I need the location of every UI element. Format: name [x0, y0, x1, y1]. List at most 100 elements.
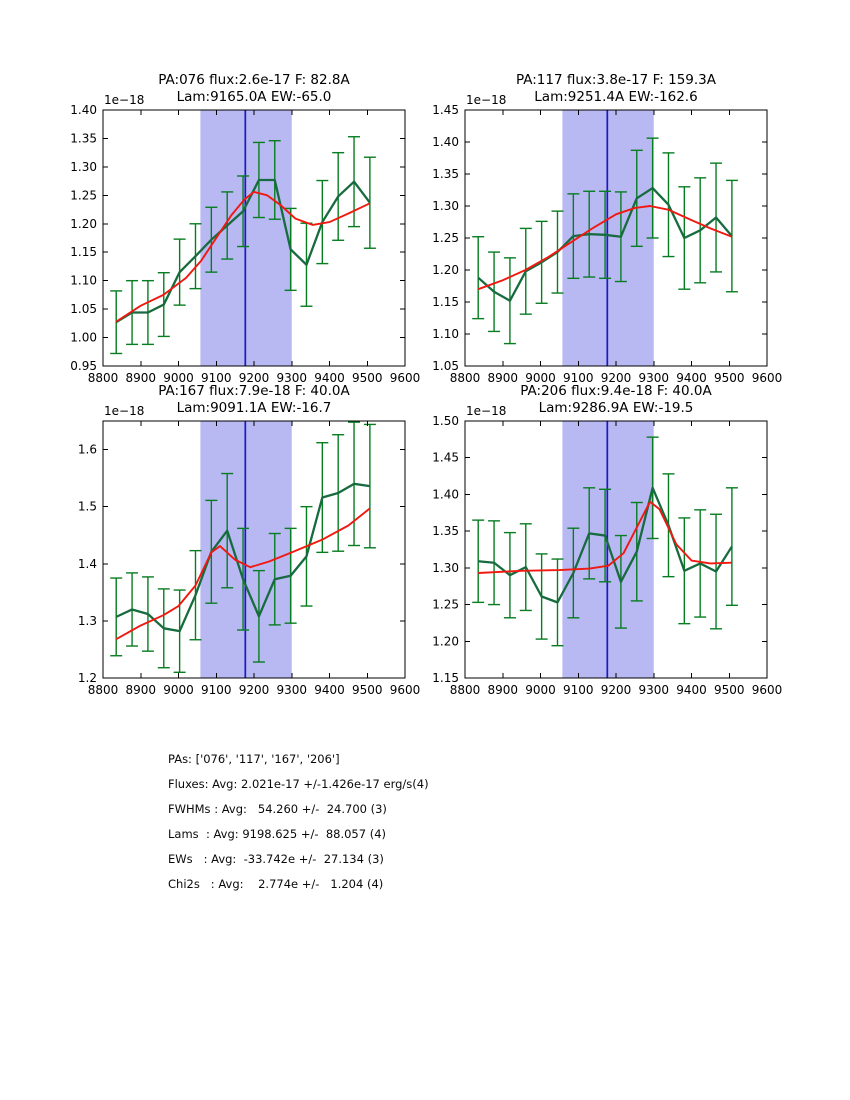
svg-text:9600: 9600 — [390, 683, 421, 697]
spectrum-line — [477, 186, 733, 302]
svg-text:1.3: 1.3 — [78, 614, 97, 628]
svg-text:1.30: 1.30 — [432, 199, 459, 213]
y-tick-labels: 1.2 1.3 1.4 1.5 1.6 — [78, 443, 97, 685]
svg-text:1.20: 1.20 — [432, 634, 459, 648]
subplot-3-axis-offset-label: 1e−18 — [104, 404, 145, 418]
svg-text:1.15: 1.15 — [432, 295, 459, 309]
svg-text:1.25: 1.25 — [432, 231, 459, 245]
svg-text:8900: 8900 — [487, 683, 518, 697]
svg-text:9200: 9200 — [601, 683, 632, 697]
svg-text:8800: 8800 — [450, 371, 481, 385]
svg-text:8800: 8800 — [450, 683, 481, 697]
svg-text:1.2: 1.2 — [78, 671, 97, 685]
subplot-1-title-line2: Lam:9165.0A EW:-65.0 — [176, 89, 332, 105]
subplot-1-canvas: 8800 8900 9000 9100 9200 9300 9400 9500 9600 0.95… — [70, 104, 421, 385]
svg-text:9500: 9500 — [352, 371, 383, 385]
svg-text:1.15: 1.15 — [70, 245, 97, 259]
stat-line-pas: PAs: ['076', '117', '167', '206'] — [168, 752, 340, 766]
stat-line-ews: EWs : Avg: -33.742e +/- 27.134 (3) — [168, 852, 384, 866]
svg-text:9300: 9300 — [638, 371, 669, 385]
svg-text:9000: 9000 — [163, 683, 194, 697]
svg-text:1.40: 1.40 — [432, 487, 459, 501]
svg-text:1.30: 1.30 — [432, 561, 459, 575]
stat-line-chi2s: Chi2s : Avg: 2.774e +/- 1.204 (4) — [168, 877, 384, 891]
svg-text:1.35: 1.35 — [432, 524, 459, 538]
svg-text:9500: 9500 — [352, 683, 383, 697]
subplot-2-canvas: 8800 8900 9000 9100 9200 9300 9400 9500 9600 1.05… — [432, 104, 783, 385]
axes-box — [102, 420, 406, 679]
svg-text:1.5: 1.5 — [78, 500, 97, 514]
subplot-1-title: PA:076 flux:2.6e-17 F: 82.8A Lam:9165.0A… — [103, 72, 405, 106]
subplot-2-title-line1: PA:117 flux:3.8e-17 F: 159.3A — [515, 72, 717, 88]
subplot-3-title: PA:167 flux:7.9e-18 F: 40.0A Lam:9091.1A… — [103, 383, 405, 417]
svg-text:9100: 9100 — [201, 683, 232, 697]
y-tick-labels: 1.05 1.10 1.15 1.20 1.25 1.30 1.35 1.40 1.45 — [432, 104, 459, 373]
svg-text:1.00: 1.00 — [70, 331, 97, 345]
y-tick-labels: 1.15 1.20 1.25 1.30 1.35 1.40 1.45 1.50 — [432, 415, 459, 685]
svg-text:9200: 9200 — [601, 371, 632, 385]
svg-text:1.50: 1.50 — [432, 415, 459, 428]
svg-text:9600: 9600 — [752, 683, 783, 697]
axes-box — [464, 109, 768, 367]
svg-text:9300: 9300 — [276, 371, 307, 385]
svg-text:8900: 8900 — [125, 683, 156, 697]
svg-text:0.95: 0.95 — [70, 359, 97, 373]
subplot-3-title-line1: PA:167 flux:7.9e-18 F: 40.0A — [158, 383, 350, 399]
svg-text:1.20: 1.20 — [70, 217, 97, 231]
svg-text:1.35: 1.35 — [70, 131, 97, 145]
svg-text:1.40: 1.40 — [432, 135, 459, 149]
svg-text:9200: 9200 — [239, 371, 270, 385]
stat-line-fwhms: FWHMs : Avg: 54.260 +/- 24.700 (3) — [168, 802, 387, 816]
svg-text:1.25: 1.25 — [432, 598, 459, 612]
svg-text:9400: 9400 — [314, 371, 345, 385]
svg-text:9400: 9400 — [676, 371, 707, 385]
subplot-1-title-line1: PA:076 flux:2.6e-17 F: 82.8A — [158, 72, 350, 88]
subplot-1-axis-offset-label: 1e−18 — [104, 93, 145, 107]
svg-text:9000: 9000 — [525, 683, 556, 697]
svg-text:9400: 9400 — [314, 683, 345, 697]
subplot-3-canvas: 8800 8900 9000 9100 9200 9300 9400 9500 96001.21… — [78, 420, 421, 697]
svg-text:9500: 9500 — [714, 371, 745, 385]
spectrum-line — [115, 482, 371, 633]
svg-text:1.10: 1.10 — [70, 274, 97, 288]
spectrum-line — [478, 486, 733, 604]
fit-line — [478, 500, 732, 574]
fit-line — [115, 507, 371, 640]
axes-box — [464, 420, 768, 679]
svg-text:1.30: 1.30 — [70, 160, 97, 174]
svg-text:9500: 9500 — [714, 683, 745, 697]
stat-line-fluxes: Fluxes: Avg: 2.021e-17 +/-1.426e-17 erg/… — [168, 777, 429, 791]
subplot-3-title-line2: Lam:9091.1A EW:-16.7 — [176, 400, 332, 416]
svg-text:1.15: 1.15 — [432, 671, 459, 685]
svg-text:9000: 9000 — [163, 371, 194, 385]
svg-text:1.10: 1.10 — [432, 327, 459, 341]
svg-text:1.4: 1.4 — [78, 557, 97, 571]
x-tick-labels: 8800 8900 9000 9100 9200 9300 9400 9500 9600 — [88, 371, 421, 385]
subplot-2-title-line2: Lam:9251.4A EW:-162.6 — [534, 89, 698, 105]
x-tick-labels: 8800 8900 9000 9100 9200 9300 9400 9500 9600 — [88, 683, 421, 697]
svg-text:9400: 9400 — [676, 683, 707, 697]
svg-text:9600: 9600 — [390, 371, 421, 385]
axes-box — [102, 109, 406, 367]
subplot-4-title: PA:206 flux:9.4e-18 F: 40.0A Lam:9286.9A… — [465, 383, 767, 417]
svg-text:9100: 9100 — [201, 371, 232, 385]
subplot-4-canvas: 8800 8900 9000 9100 9200 9300 9400 9500 9600 1.15… — [432, 415, 783, 697]
svg-text:8800: 8800 — [88, 683, 119, 697]
svg-text:1.20: 1.20 — [432, 263, 459, 277]
svg-text:9600: 9600 — [752, 371, 783, 385]
svg-text:9300: 9300 — [638, 683, 669, 697]
subplot-2-title: PA:117 flux:3.8e-17 F: 159.3A Lam:9251.4… — [465, 72, 767, 106]
svg-text:9100: 9100 — [563, 371, 594, 385]
fit-line — [115, 190, 371, 323]
svg-text:1.35: 1.35 — [432, 167, 459, 181]
fit-statistics-block: PAs: ['076', '117', '167', '206'] Fluxes… — [168, 747, 429, 897]
subplot-2-axis-offset-label: 1e−18 — [466, 93, 507, 107]
svg-text:1.45: 1.45 — [432, 104, 459, 117]
svg-text:9100: 9100 — [563, 683, 594, 697]
fit-line — [477, 205, 733, 291]
svg-text:1.25: 1.25 — [70, 188, 97, 202]
svg-text:9300: 9300 — [276, 683, 307, 697]
svg-text:8800: 8800 — [88, 371, 119, 385]
svg-text:8900: 8900 — [125, 371, 156, 385]
